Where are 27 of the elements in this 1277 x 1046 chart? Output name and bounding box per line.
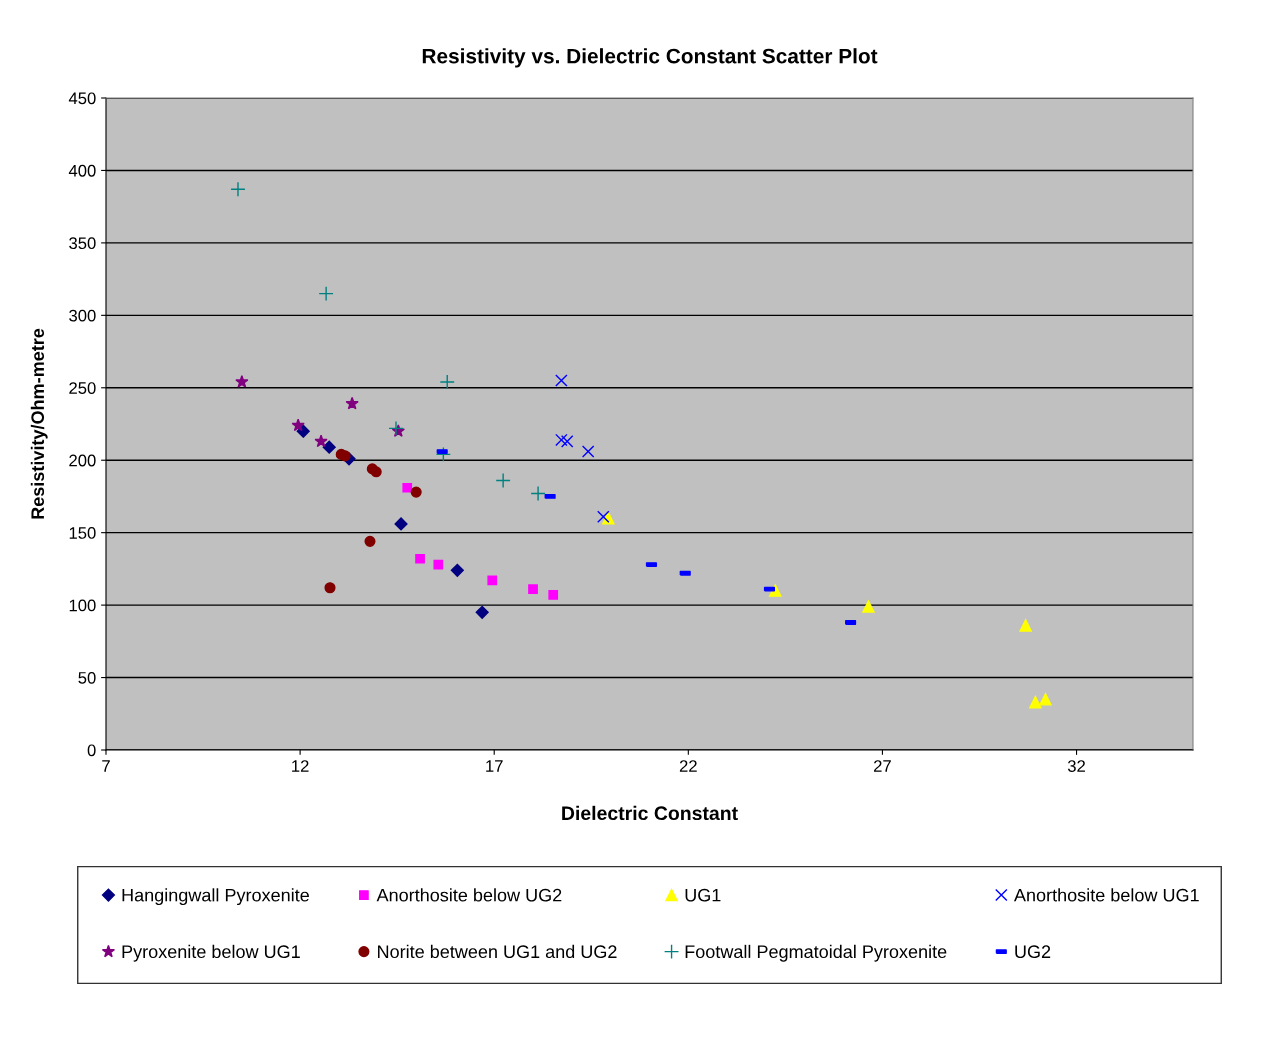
- legend-label: UG1: [685, 888, 721, 902]
- x-tick-label: 22: [679, 760, 697, 772]
- y-tick-label: 0: [87, 744, 96, 757]
- x-tick-label: 17: [486, 760, 503, 772]
- x-axis-title: Dielectric Constant: [562, 805, 738, 821]
- y-tick-label: 150: [69, 527, 96, 539]
- y-tick-label: 400: [68, 164, 96, 177]
- y-tick-label: 450: [68, 92, 96, 105]
- y-tick-label: 100: [69, 599, 96, 612]
- chart-title: Resistivity vs. Dielectric Constant Scatter Plot: [422, 48, 878, 68]
- legend-label: Anorthosite below UG2: [376, 888, 562, 902]
- y-tick-label: 300: [69, 309, 96, 322]
- y-tick-label: 50: [78, 671, 96, 684]
- legend-label: Norite between UG1 and UG2: [378, 944, 617, 959]
- x-tick-label: 27: [874, 760, 891, 772]
- legend-label: Hangingwall Pyroxenite: [122, 888, 309, 906]
- legend-label: Anorthosite below UG1: [1013, 888, 1199, 902]
- x-tick-label: 7: [102, 760, 110, 772]
- legend-label: UG2: [1015, 945, 1051, 959]
- legend-label: Pyroxenite below UG1: [122, 944, 300, 962]
- y-tick-label: 350: [69, 237, 96, 250]
- legend-label: Footwall Pegmatoidal Pyroxenite: [685, 944, 947, 962]
- x-tick-label: 32: [1067, 760, 1085, 772]
- y-tick-label: 200: [69, 454, 96, 467]
- x-tick-label: 12: [292, 760, 309, 772]
- y-axis-title: Resistivity/Ohm-metre: [30, 328, 48, 519]
- y-tick-label: 250: [69, 382, 96, 394]
